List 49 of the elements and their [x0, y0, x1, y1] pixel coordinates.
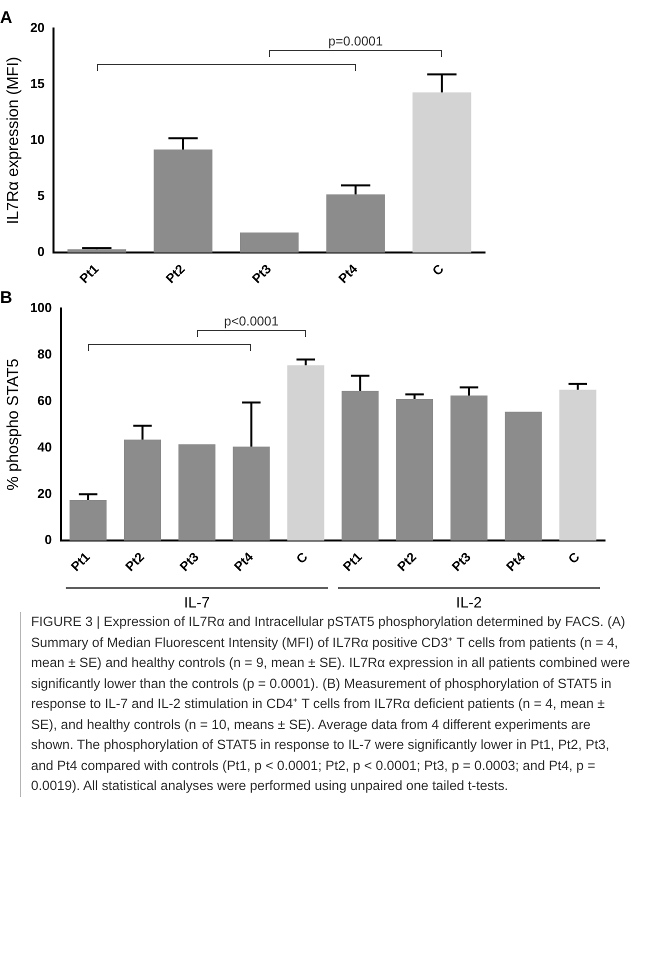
- bar: [124, 440, 162, 541]
- bar: [70, 500, 107, 541]
- y-axis-title: % phospho STAT5: [5, 358, 22, 490]
- x-tick-label: Pt2: [394, 549, 420, 574]
- bar: [178, 444, 216, 541]
- chart-title: A: [0, 8, 12, 27]
- y-tick-label: 0: [44, 532, 52, 548]
- text: IL-2: [456, 594, 482, 612]
- bar: [240, 232, 299, 253]
- text: FIGURE 3 | Expression of IL7Rα and Intracellular pSTAT5 phosphorylation determined by FACS. (A) Summary of Median Fluorescent Intensity (MFI) of IL7Rα positive CD3⁺ T cells from patients (n = 4, mean ± SE) and healthy controls (n = 9, mean ± SE). IL7Rα expression in all patients combined were significantly lower than the controls (p = 0.0001). (B) Measurement of phosphorylation of STAT5 in response to IL-7 and IL-2 stimulation in CD4⁺ T cells from IL7Rα deficient patients (n = 4, mean ± SE), and healthy controls (n = 10, means ± SE). Average data from 4 different experiments are shown. The phosphorylation of STAT5 in response to IL-7 were significantly lower in Pt1, Pt2, Pt3, and Pt4 compared with controls (Pt1, p < 0.0001; Pt2, p < 0.0001; Pt3, p = 0.0003; and Pt4, p = 0.0019). All statistical analyses were performed using unpaired one tailed t-tests.: [31, 614, 630, 793]
- y-tick-label: 60: [37, 392, 52, 408]
- bar: [287, 365, 324, 541]
- y-tick-label: 20: [30, 20, 45, 35]
- y-tick-label: 100: [30, 300, 52, 315]
- x-tick-label: Pt2: [162, 261, 188, 286]
- y-tick-label: 15: [30, 76, 45, 92]
- x-tick-label: C: [429, 260, 447, 278]
- annotation: p=0.0001: [328, 33, 383, 48]
- y-axis-title: IL7Rα expression (MFI): [5, 56, 22, 224]
- x-tick-label: Pt4: [335, 260, 361, 286]
- y-tick-label: 80: [37, 346, 52, 362]
- annotation: p<0.0001: [224, 313, 279, 328]
- bar: [412, 92, 472, 253]
- x-tick-label: Pt4: [503, 548, 529, 574]
- x-tick-label: Pt3: [448, 549, 474, 574]
- y-tick-label: 40: [37, 439, 52, 454]
- x-tick-label: Pt3: [176, 549, 202, 574]
- x-tick-label: Pt1: [68, 549, 93, 574]
- x-tick-label: Pt1: [340, 549, 365, 574]
- x-tick-label: Pt3: [249, 261, 274, 286]
- text: IL-7: [184, 594, 210, 612]
- x-tick-label: Pt4: [231, 548, 257, 574]
- bar: [450, 396, 488, 541]
- bar: [232, 446, 270, 541]
- bar: [342, 390, 379, 541]
- chart-title: B: [0, 288, 12, 307]
- bar: [154, 150, 212, 253]
- y-tick-label: 0: [37, 244, 45, 260]
- y-tick-label: 5: [37, 188, 45, 204]
- bar: [559, 390, 596, 541]
- y-tick-label: 10: [30, 132, 45, 148]
- x-tick-label: C: [293, 548, 311, 566]
- y-tick-label: 20: [37, 486, 52, 501]
- x-tick-label: Pt1: [76, 261, 102, 286]
- x-tick-label: Pt2: [122, 549, 148, 574]
- bar: [326, 194, 385, 253]
- x-tick-label: C: [565, 548, 583, 566]
- bar: [396, 398, 434, 541]
- bar: [504, 412, 542, 541]
